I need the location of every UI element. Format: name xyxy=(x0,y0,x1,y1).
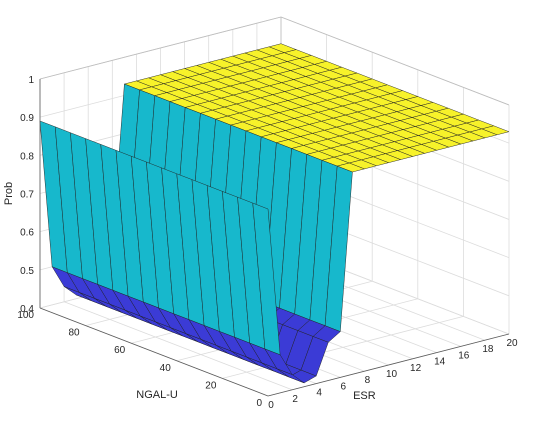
z-axis-label: Prob xyxy=(3,182,15,205)
box-edge xyxy=(39,16,282,80)
z-tick-label: 0.6 xyxy=(20,228,34,239)
surface-patch xyxy=(252,202,281,355)
z-tick-label: 0.9 xyxy=(20,113,34,124)
z-tick-label: 1 xyxy=(28,75,34,86)
x-axis-line xyxy=(267,333,510,397)
x-tick-label: 14 xyxy=(434,357,446,368)
x-tick-label: 16 xyxy=(458,350,470,361)
y-axis-label: NGAL-U xyxy=(136,389,178,401)
x-tick-label: 6 xyxy=(341,381,347,392)
y-tick-label: 80 xyxy=(68,328,80,339)
x-tick-label: 10 xyxy=(386,369,398,380)
box-edge xyxy=(280,16,510,106)
x-tick-label: 0 xyxy=(268,400,274,411)
x-tick-label: 18 xyxy=(482,344,494,355)
x-tick-label: 4 xyxy=(316,388,322,399)
y-tick-label: 100 xyxy=(17,310,34,321)
y-tick-label: 60 xyxy=(114,345,126,356)
grid-line-floor-y xyxy=(222,316,464,379)
y-tick-label: 20 xyxy=(205,380,217,391)
y-tick-label: 0 xyxy=(256,398,262,409)
z-tick-label: 0.8 xyxy=(20,151,34,162)
x-axis-label: ESR xyxy=(353,390,376,402)
y-axis-line xyxy=(39,307,269,397)
x-tick-label: 2 xyxy=(292,394,298,405)
x-tick-label: 20 xyxy=(506,338,518,349)
x-tick-label: 8 xyxy=(365,375,371,386)
y-tick-label: 40 xyxy=(160,363,172,374)
z-tick-label: 0.4 xyxy=(20,304,34,315)
x-tick-label: 12 xyxy=(410,363,422,374)
z-tick-label: 0.7 xyxy=(20,189,34,200)
z-tick-label: 0.5 xyxy=(20,266,34,277)
grid-line-floor-x xyxy=(63,301,293,391)
